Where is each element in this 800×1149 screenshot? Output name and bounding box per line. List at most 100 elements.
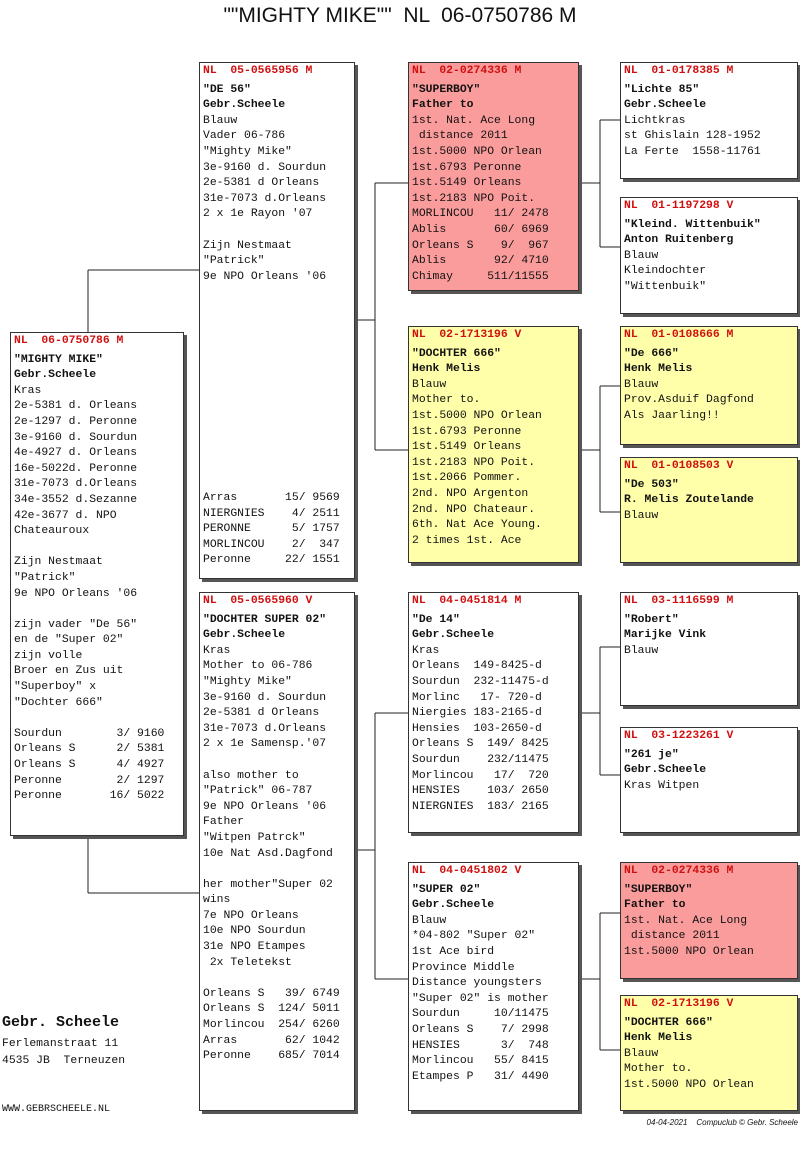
text-line: 1st.5000 NPO Orlean [624, 945, 754, 958]
text-line: Father to [412, 99, 474, 112]
paragraph: Arras 15/ 9569 NIERGNIES 4/ 2511 PERONNE 5… [203, 491, 351, 569]
ring-number: NL 01-0108503 V [624, 460, 734, 472]
text-line: 1st.5149 Orleans [412, 441, 522, 454]
ring-number: NL 01-0108666 M [624, 329, 734, 341]
paragraph: "Robert" Marijke Vink Blauw [624, 613, 794, 660]
pigeon-card: NL 01-1197298 V "Kleind. Wittenbuik" Anton… [620, 197, 798, 314]
text-line: La Ferte 1558-11761 [624, 145, 761, 158]
paragraph: Sourdun 3/ 9160 Orleans S 2/ 5381 Orleans … [14, 727, 180, 805]
paragraph: "Kleind. Wittenbuik" Anton Ruitenberg Blau… [624, 218, 794, 296]
text-line: 2e-5381 d. Orleans [14, 400, 138, 413]
pigeon-card: NL 04-0451814 M "De 14" Gebr.Scheele Kras Or… [408, 592, 579, 833]
text-line: Blauw [624, 378, 659, 391]
text-line: "Patrick" [203, 255, 265, 268]
paragraph: "DOCHTER SUPER 02" Gebr.Scheele Kras Mother… [203, 613, 351, 753]
text-line: wins [203, 894, 231, 907]
text-line: 2x Teletekst [203, 956, 292, 969]
text-line: Prov.Asduif Dagfond [624, 394, 754, 407]
paragraph: "De 503" R. Melis Zoutelande Blauw [624, 478, 794, 525]
text-line: Ablis 60/ 6969 [412, 223, 549, 236]
text-line: Gebr.Scheele [624, 764, 707, 777]
text-line: "Patrick" [14, 571, 76, 584]
text-line: "Lichte 85" [624, 83, 700, 96]
text-line: Orleans S 4/ 4927 [14, 759, 165, 772]
pigeon-card: NL 05-0565960 V "DOCHTER SUPER 02" Gebr.Sc… [199, 592, 355, 1111]
ring-number: NL 05-0565960 V [203, 595, 313, 607]
text-line: Blauw [624, 1047, 659, 1060]
text-line: "SUPERBOY" [624, 883, 693, 896]
text-line: "DOCHTER SUPER 02" [203, 613, 327, 626]
text-line: Mother to. [624, 1063, 693, 1076]
text-line: Orleans S 124/ 5011 [203, 1003, 340, 1016]
text-line: "Wittenbuik" [624, 280, 707, 293]
text-line: en de "Super 02" [14, 634, 124, 647]
pigeon-card: NL 02-1713196 V "DOCHTER 666" Henk Melis Bl… [620, 995, 798, 1111]
text-line: Mother to. [412, 394, 481, 407]
text-line: Etampes P 31/ 4490 [412, 1070, 549, 1083]
text-line: 1st.5000 NPO Orlean [412, 145, 542, 158]
text-line: MORLINCOU 2/ 347 [203, 538, 340, 551]
text-line: Blauw [203, 114, 238, 127]
website: WWW.GEBRSCHEELE.NL [2, 1104, 111, 1115]
ring-number: NL 04-0451814 M [412, 595, 522, 607]
text-line: Zijn Nestmaat [203, 239, 292, 252]
text-line: 3e-9160 d. Sourdun [203, 161, 327, 174]
text-line: Niergies 183-2165-d [412, 707, 542, 720]
text-line: NIERGNIES 183/ 2165 [412, 800, 549, 813]
text-line: Morlincou 55/ 8415 [412, 1055, 549, 1068]
text-line: 6th. Nat Ace Young. [412, 519, 542, 532]
text-line: "De 503" [624, 478, 679, 491]
text-line: "Mighty Mike" [203, 145, 292, 158]
text-line: "Robert" [624, 613, 679, 626]
text-line: NIERGNIES 4/ 2511 [203, 507, 340, 520]
text-line: "Super 02" is mother [412, 992, 549, 1005]
text-line: Peronne 685/ 7014 [203, 1050, 340, 1063]
ring-number: NL 02-1713196 V [624, 998, 734, 1010]
text-line: Henk Melis [624, 363, 693, 376]
text-line: 31e-7073 d.Orleans [14, 478, 138, 491]
text-line: Blauw [624, 509, 659, 522]
text-line: Morlincou 254/ 6260 [203, 1019, 340, 1032]
text-line: 1st.5000 NPO Orlean [412, 409, 542, 422]
text-line: Blauw [624, 249, 659, 262]
text-line: "Mighty Mike" [203, 675, 292, 688]
text-line: "MIGHTY MIKE" [14, 353, 103, 366]
text-line: MORLINCOU 11/ 2478 [412, 208, 549, 221]
ring-number: NL 04-0451802 V [412, 865, 522, 877]
text-line: her mother"Super 02 [203, 878, 333, 891]
text-line: "SUPER 02" [412, 883, 481, 896]
pigeon-card: NL 01-0108503 V "De 503" R. Melis Zoutelan… [620, 457, 798, 563]
pigeon-card: NL 02-1713196 V "DOCHTER 666" Henk Melis Bl… [408, 326, 579, 563]
paragraph: "SUPER 02" Gebr.Scheele Blauw *04-802 "Supe… [412, 883, 575, 1086]
paragraph: "SUPERBOY" Father to 1st. Nat. Ace Long di… [412, 83, 575, 286]
text-line: Arras 15/ 9569 [203, 492, 340, 505]
text-line: Vader 06-786 [203, 130, 286, 143]
text-line: 42e-3677 d. NPO [14, 509, 117, 522]
text-line: Orleans S 9/ 967 [412, 239, 549, 252]
text-line: 34e-3552 d.Sezanne [14, 493, 138, 506]
pigeon-card: NL 03-1223261 V "261 je" Gebr.Scheele Kras … [620, 727, 798, 833]
paragraph: also mother to "Patrick" 06-787 9e NPO Orl… [203, 769, 351, 863]
title: ""MIGHTY MIKE"" NL 06-0750786 M [223, 4, 577, 27]
pigeon-card: NL 05-0565956 M "DE 56" Gebr.Scheele Blauw V… [199, 62, 355, 579]
text-line: distance 2011 [624, 930, 720, 943]
text-line: HENSIES 103/ 2650 [412, 785, 549, 798]
text-line: Father to [624, 899, 686, 912]
text-line: 3e-9160 d. Sourdun [203, 691, 327, 704]
text-line: 1st.6793 Peronne [412, 425, 522, 438]
text-line: Orleans S 2/ 5381 [14, 743, 165, 756]
text-line: Henk Melis [624, 1032, 693, 1045]
pigeon-card: NL 01-0178385 M "Lichte 85" Gebr.Scheele Li… [620, 62, 798, 179]
text-line: 2 x 1e Samensp.'07 [203, 738, 327, 751]
text-line: Orleans S 149/ 8425 [412, 738, 549, 751]
text-line: 1st.5149 Orleans [412, 177, 522, 190]
ring-number: NL 03-1223261 V [624, 730, 734, 742]
paragraph: "DOCHTER 666" Henk Melis Blauw Mother to. 1s… [412, 347, 575, 550]
pigeon-card: NL 02-0274336 M "SUPERBOY" Father to 1st. N… [408, 62, 579, 291]
text-line: zijn volle [14, 649, 83, 662]
text-line: Blauw [624, 644, 659, 657]
text-line: Kras [412, 644, 440, 657]
paragraph: "MIGHTY MIKE" Gebr.Scheele Kras 2e-5381 d. … [14, 353, 180, 540]
